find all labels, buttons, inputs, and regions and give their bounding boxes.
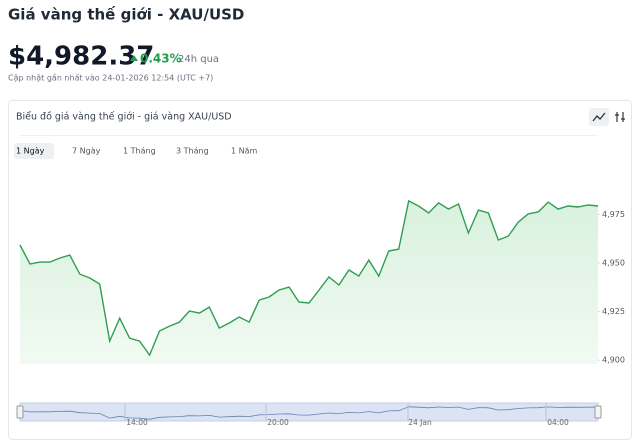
area: [20, 200, 598, 364]
line-view-button[interactable]: [589, 108, 609, 126]
price: $4,982.37: [8, 42, 154, 72]
updated-time: Cập nhật gần nhất vào 24-01-2026 12:54 (…: [8, 73, 213, 84]
candle-view-button[interactable]: [615, 112, 625, 122]
navigator-line: [19, 406, 598, 420]
navigator-label: 14:00: [126, 418, 148, 427]
navigator-label: 20:00: [267, 418, 289, 427]
price-change: 0.43%: [140, 52, 182, 66]
change-period: 24h qua: [178, 54, 219, 65]
navigator-label: 04:00: [547, 418, 569, 427]
time-tab[interactable]: 1 Ngày: [16, 147, 45, 156]
chart-title: Biểu đồ giá vàng thế giới - giá vàng XAU…: [16, 112, 232, 123]
navigator-handle[interactable]: [594, 405, 602, 419]
time-tab[interactable]: 3 Tháng: [176, 147, 209, 156]
line-icon: [592, 112, 606, 122]
y-tick-label: 4,900: [602, 356, 625, 365]
time-tab[interactable]: 1 Năm: [231, 147, 258, 156]
time-tab[interactable]: 1 Tháng: [123, 147, 156, 156]
navigator-label: 24 Jan: [408, 418, 432, 427]
time-tab[interactable]: 7 Ngày: [72, 147, 101, 156]
y-tick-label: 4,925: [602, 307, 625, 316]
up-arrow: [130, 55, 138, 61]
page-title: Giá vàng thế giới - XAU/USD: [8, 5, 244, 24]
navigator-handle[interactable]: [16, 405, 24, 419]
y-tick-label: 4,975: [602, 210, 625, 219]
tab-selected-bg: [14, 143, 54, 159]
y-tick-label: 4,950: [602, 259, 625, 268]
price-line: [19, 199, 599, 357]
navigator[interactable]: [19, 402, 599, 422]
